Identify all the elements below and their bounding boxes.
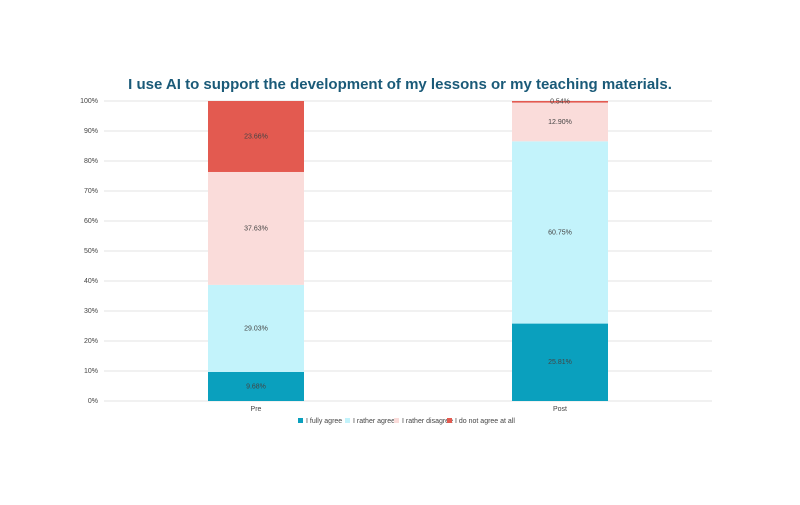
value-label: 12.90%	[548, 119, 572, 126]
y-tick-label: 80%	[84, 158, 98, 165]
y-tick-label: 70%	[84, 188, 98, 195]
legend-swatch	[447, 418, 452, 423]
y-tick-label: 100%	[80, 98, 98, 105]
legend-label: I rather disagree	[402, 418, 453, 425]
legend-swatch	[298, 418, 303, 423]
x-tick-label: Pre	[251, 406, 262, 413]
bar-segment	[208, 284, 304, 372]
legend-label: I fully agree	[306, 418, 342, 425]
bar-segment	[512, 102, 608, 142]
value-label: 37.63%	[244, 225, 268, 232]
legend-swatch	[394, 418, 399, 423]
y-tick-label: 30%	[84, 308, 98, 315]
value-label: 60.75%	[548, 229, 572, 236]
value-label: 25.81%	[548, 359, 572, 366]
bar-segment	[512, 323, 608, 401]
bar-segment	[208, 371, 304, 401]
value-label: 0.54%	[550, 99, 570, 106]
legend-label: I do not agree at all	[455, 418, 515, 425]
value-label: 29.03%	[244, 325, 268, 332]
y-tick-label: 60%	[84, 218, 98, 225]
y-tick-label: 50%	[84, 248, 98, 255]
bar-segment	[208, 171, 304, 285]
y-tick-label: 20%	[84, 338, 98, 345]
chart-title: I use AI to support the development of m…	[128, 76, 672, 93]
y-tick-label: 90%	[84, 128, 98, 135]
value-label: 23.66%	[244, 133, 268, 140]
legend-label: I rather agree	[353, 418, 395, 425]
bar-segment	[512, 141, 608, 324]
x-tick-label: Post	[553, 406, 567, 413]
value-label: 9.68%	[246, 383, 266, 390]
bar-segment	[512, 101, 608, 103]
y-tick-label: 0%	[88, 398, 98, 405]
y-tick-label: 40%	[84, 278, 98, 285]
y-tick-label: 10%	[84, 368, 98, 375]
bar-segment	[208, 101, 304, 172]
legend-swatch	[345, 418, 350, 423]
